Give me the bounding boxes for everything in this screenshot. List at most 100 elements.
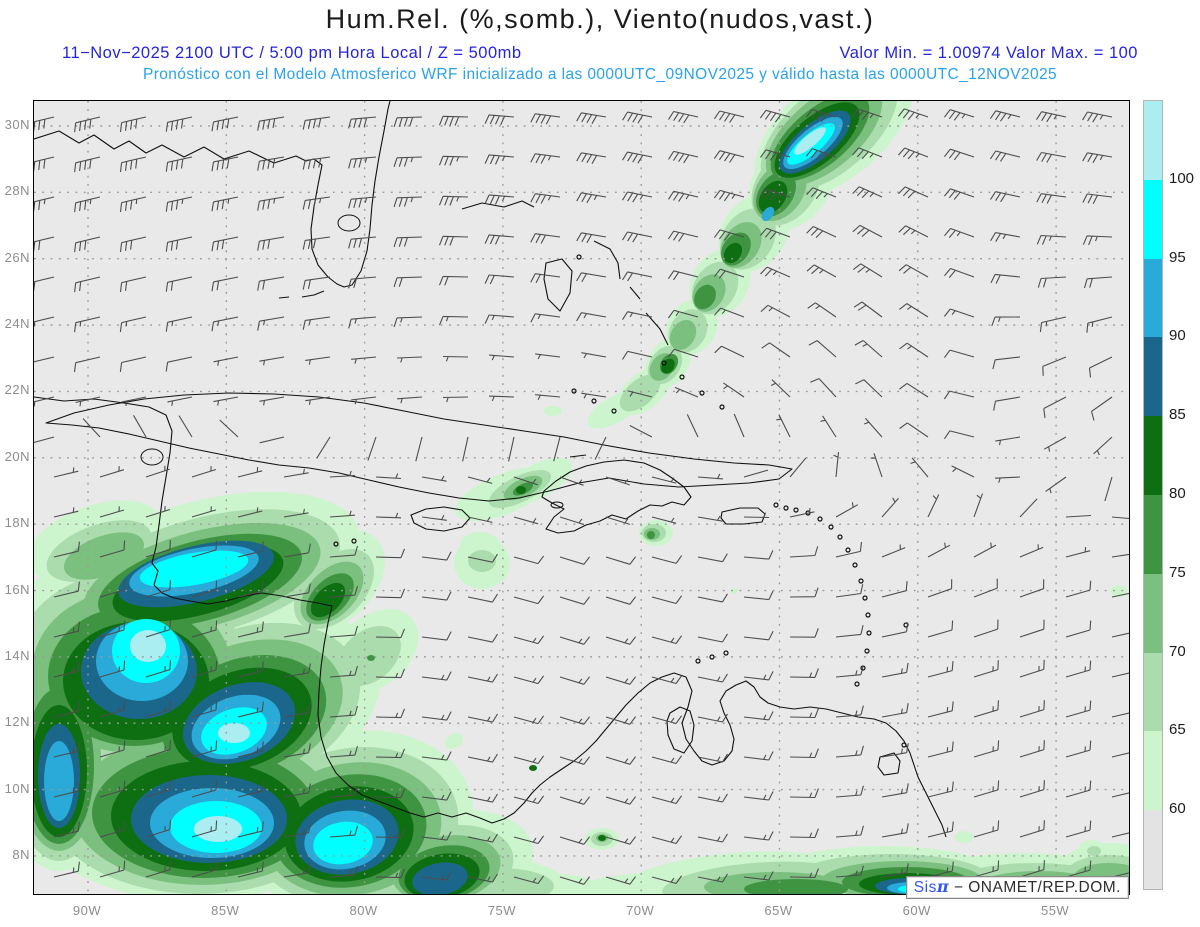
wind-barb: [855, 379, 883, 398]
wind-barb: [559, 756, 591, 765]
wind-barb: [351, 356, 377, 364]
wind-barb: [191, 820, 218, 838]
wind-barb: [881, 743, 909, 758]
wind-barb: [165, 196, 193, 212]
wind-barb: [743, 671, 774, 681]
wind-barb: [697, 713, 728, 723]
wind-barb: [622, 151, 653, 164]
subtitle-model-info: Pronóstico con el Modelo Atmosferico WRF…: [142, 66, 1058, 83]
humidity-shade-level-60: [460, 532, 500, 558]
wind-barb: [421, 671, 452, 681]
wind-barb: [927, 661, 954, 678]
wind-barb: [808, 340, 837, 358]
wind-barb: [651, 875, 683, 885]
wind-barb: [237, 507, 263, 518]
wind-barb: [329, 585, 359, 598]
wind-barb: [927, 821, 954, 838]
wind-barb: [191, 620, 218, 638]
wind-barb: [302, 316, 331, 330]
small-island: [679, 374, 685, 380]
wind-barb: [211, 196, 239, 212]
wind-barb: [283, 663, 311, 678]
wind-barb: [513, 715, 545, 725]
wind-barb: [257, 276, 285, 291]
wind-barb: [927, 781, 954, 798]
wind-barb: [1019, 780, 1045, 798]
wind-barb: [191, 540, 218, 558]
wind-barb: [805, 148, 837, 160]
wind-barb: [53, 821, 80, 838]
wind-barb: [973, 740, 1000, 758]
wind-barb: [605, 636, 637, 645]
wind-barb: [165, 156, 193, 172]
wind-barb: [329, 665, 359, 678]
wind-barb: [99, 580, 126, 598]
lon-tick-65W: 65W: [764, 903, 793, 918]
wind-barb: [697, 833, 728, 843]
wind-barb: [622, 111, 653, 124]
wind-barb: [488, 395, 515, 402]
pi-icon: π: [936, 877, 950, 896]
wind-barb: [305, 356, 331, 365]
wind-barb: [237, 781, 264, 798]
coastline: [34, 396, 947, 838]
wind-barb: [34, 316, 55, 327]
wind-barb: [651, 516, 677, 524]
wind-barb: [393, 156, 423, 167]
wind-barb: [667, 309, 699, 319]
wind-barb: [133, 415, 147, 438]
wind-barb: [259, 436, 285, 444]
lat-tick-24N: 24N: [4, 316, 30, 332]
wind-barb: [74, 116, 101, 133]
colorbar-segment: [1144, 495, 1162, 575]
wind-barb: [1111, 672, 1129, 678]
wind-barb: [864, 417, 883, 438]
wind-barb: [467, 593, 498, 603]
wind-barb: [943, 267, 975, 278]
wind-barb: [191, 700, 218, 718]
wind-barb: [305, 396, 331, 405]
wind-barb: [99, 700, 126, 718]
wind-barb: [462, 436, 469, 462]
wind-barb: [743, 590, 774, 601]
wind-barb: [99, 466, 125, 478]
wind-barb: [723, 382, 745, 398]
wind-barb: [743, 512, 770, 519]
wind-barb: [559, 516, 585, 526]
wind-barb: [438, 155, 469, 166]
wind-barb: [789, 507, 815, 518]
wind-barb: [34, 396, 55, 407]
wind-barb: [530, 193, 561, 204]
wind-barb: [927, 542, 951, 558]
lat-tick-22N: 22N: [4, 382, 30, 398]
wind-barb: [835, 541, 863, 558]
wind-barb: [697, 515, 723, 522]
wind-barb: [145, 700, 171, 718]
wind-barb: [191, 660, 218, 678]
wind-barb: [237, 467, 263, 478]
wind-barb: [513, 835, 545, 845]
wind-barb: [393, 236, 423, 248]
wind-barb: [770, 379, 791, 398]
wind-barb: [713, 307, 745, 318]
wind-barb: [605, 836, 637, 845]
wind-barb: [1082, 111, 1113, 123]
wind-barb: [1082, 152, 1113, 164]
wind-barb: [329, 745, 359, 758]
wind-barb: [530, 153, 561, 164]
wind-barb: [1019, 579, 1045, 598]
small-island: [866, 630, 872, 636]
wind-barb: [881, 622, 909, 638]
small-island: [351, 538, 357, 544]
wind-barb: [283, 743, 311, 758]
wind-barb: [257, 156, 285, 171]
wind-barb: [165, 316, 193, 332]
wind-barb: [870, 453, 883, 478]
wind-barb: [713, 268, 745, 279]
wind-barb: [375, 668, 406, 679]
wind-barb: [53, 741, 80, 758]
wind-barb: [99, 540, 126, 558]
wind-barb: [789, 748, 819, 759]
wind-barb: [1043, 436, 1067, 452]
wind-barb: [910, 457, 929, 478]
